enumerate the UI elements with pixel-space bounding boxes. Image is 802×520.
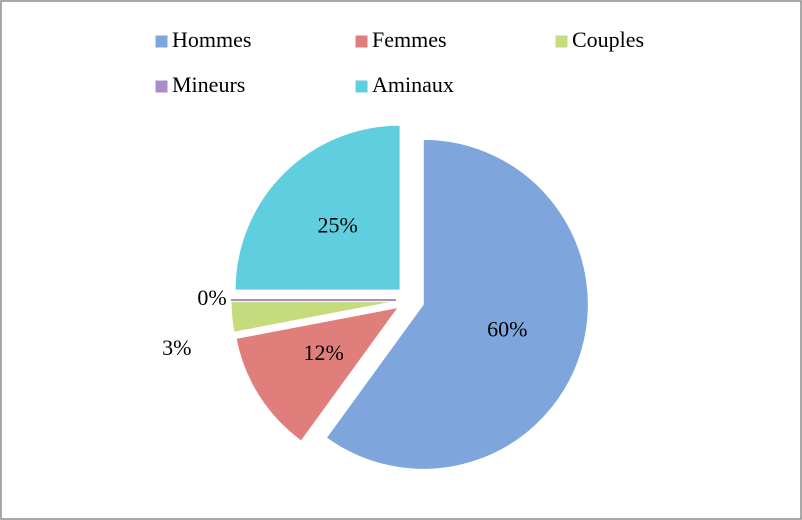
legend-marker — [154, 79, 169, 94]
legend-marker — [554, 34, 569, 49]
pie-slice — [230, 300, 397, 333]
data-label: 25% — [317, 213, 357, 238]
legend-label: Mineurs — [172, 72, 245, 97]
legend-label: Femmes — [372, 27, 447, 52]
legend-label: Hommes — [172, 27, 251, 52]
legend-label: Couples — [572, 27, 644, 52]
legend-marker — [154, 34, 169, 49]
data-label: 60% — [487, 317, 527, 342]
pie-slice — [234, 124, 401, 291]
data-label: 0% — [197, 285, 226, 310]
pie-slice — [325, 138, 589, 470]
data-label: 3% — [162, 335, 191, 360]
pie-slice — [235, 306, 400, 442]
data-label: 12% — [303, 340, 343, 365]
legend-label: Aminaux — [372, 72, 454, 97]
legend-marker — [354, 79, 369, 94]
legend-marker — [354, 34, 369, 49]
